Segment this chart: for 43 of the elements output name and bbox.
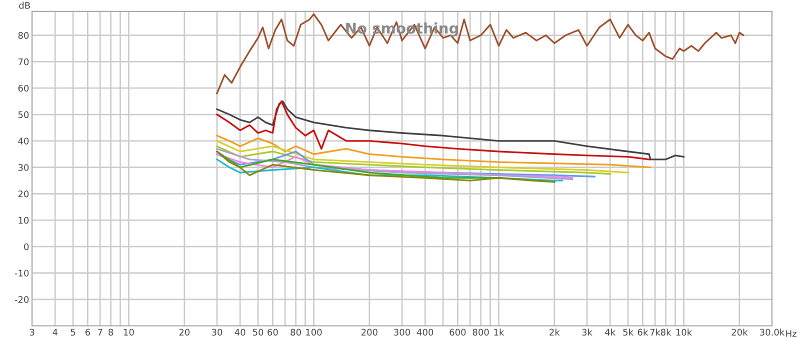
- x-tick-label: 4k: [605, 328, 616, 336]
- y-tick-label: 60: [18, 84, 29, 92]
- x-tick-label: 6: [85, 328, 90, 336]
- x-tick-label: 8: [108, 328, 114, 336]
- x-tick-label: 7: [98, 328, 102, 336]
- y-tick-label: 30: [18, 164, 29, 171]
- y-tick-label: 10: [18, 216, 29, 224]
- x-tick-label: 7k: [650, 328, 661, 336]
- y-tick-label: 0: [24, 243, 29, 250]
- y-axis-title: dB: [19, 2, 30, 9]
- y-tick-label: 20: [18, 190, 29, 198]
- x-tick-label: 30.0k: [760, 328, 785, 336]
- x-tick-label: 5: [70, 328, 76, 336]
- x-tick-label: 2k: [550, 328, 560, 336]
- x-tick-label: 3: [30, 328, 34, 336]
- x-tick-label: 20: [179, 328, 190, 336]
- x-tick-label: 200: [361, 328, 378, 336]
- x-tick-label: 800: [472, 328, 489, 336]
- y-tick-label: 80: [18, 32, 29, 39]
- x-tick-label: 1k: [494, 328, 504, 336]
- x-tick-label: 6k: [638, 328, 648, 336]
- x-tick-label: 400: [416, 328, 434, 336]
- x-tick-label: 20k: [732, 328, 748, 336]
- y-tick-label: -10: [14, 270, 29, 277]
- y-tick-label: 70: [18, 58, 29, 66]
- x-tick-label: 3k: [582, 328, 592, 336]
- x-tick-label: 40: [234, 328, 246, 336]
- x-tick-label: 600: [450, 328, 466, 336]
- y-tick-label: -20: [14, 296, 29, 303]
- x-axis-title: Hz: [786, 330, 796, 337]
- x-tick-label: 100: [306, 328, 322, 336]
- y-tick-label: 40: [18, 138, 29, 144]
- x-tick-label: 80: [290, 328, 301, 336]
- x-tick-label: 4: [52, 328, 58, 336]
- x-tick-label: 10: [124, 328, 134, 336]
- x-tick-label: 8k: [660, 328, 672, 336]
- x-tick-label: 50: [252, 328, 264, 336]
- x-tick-label: 300: [394, 328, 410, 336]
- x-tick-label: 60: [268, 328, 278, 336]
- x-tick-label: 5k: [623, 328, 634, 336]
- x-tick-label: 10k: [676, 328, 692, 336]
- x-tick-label: 30: [212, 328, 222, 336]
- y-tick-label: 50: [18, 111, 29, 118]
